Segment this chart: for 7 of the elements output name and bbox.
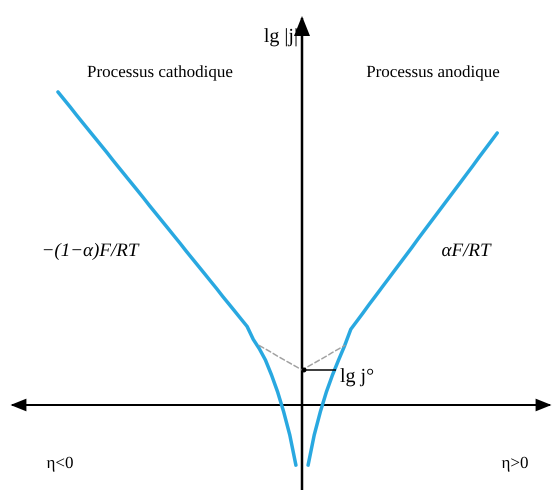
text: Processus anodique — [366, 62, 500, 81]
annotation: αF/RT — [441, 240, 492, 261]
annotation: lg j° — [340, 365, 374, 387]
annotation: η<0 — [46, 453, 74, 472]
text: Processus cathodique — [87, 62, 233, 81]
annotation: η>0 — [502, 453, 528, 472]
annotation: −(1−α)F/RT — [42, 240, 140, 261]
